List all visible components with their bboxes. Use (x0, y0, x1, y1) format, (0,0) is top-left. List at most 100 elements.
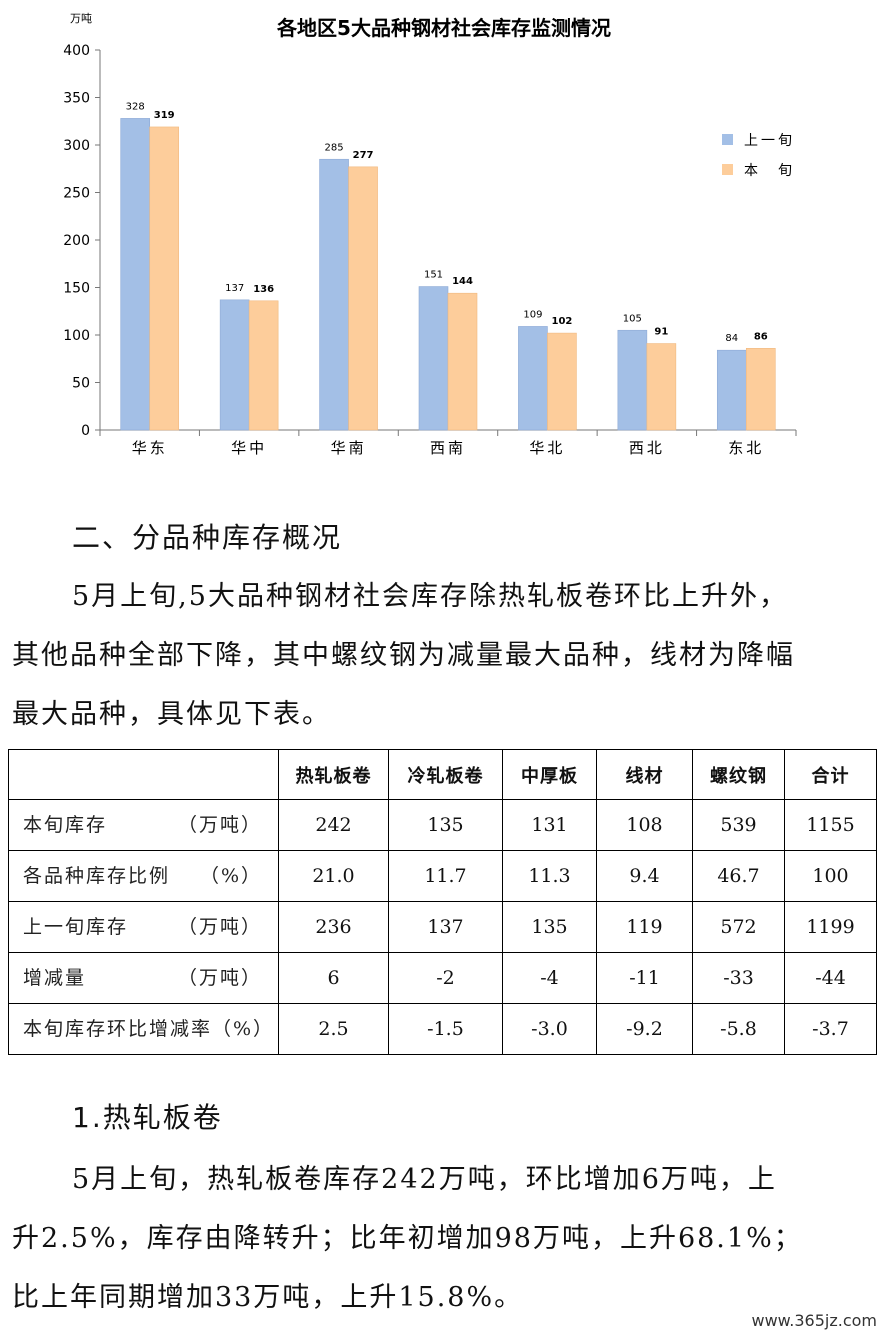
table-cell: -9.2 (596, 1003, 693, 1055)
bar (319, 158, 349, 431)
table-corner-cell (8, 749, 279, 800)
y-tick-label: 200 (63, 233, 90, 249)
data-label: 144 (452, 276, 473, 287)
section-varieties-paragraph: 5月上旬,5大品种钢材社会库存除热轧板卷环比上升外， 其他品种全部下降，其中螺纹… (12, 567, 878, 744)
paragraph-line: 升2.5%，库存由降转升；比年初增加98万吨，上升68.1%； (12, 1223, 803, 1254)
table-cell: -3.7 (784, 1003, 877, 1055)
section-hot-rolled-paragraph: 5月上旬，热轧板卷库存242万吨，环比增加6万吨，上 升2.5%，库存由降转升；… (12, 1150, 878, 1327)
data-label: 102 (551, 316, 572, 327)
table-cell: -1.5 (388, 1003, 503, 1055)
row-label: 本旬库存环比增减率（%） (8, 1003, 279, 1055)
table-cell: 2.5 (278, 1003, 389, 1055)
data-label: 109 (523, 309, 542, 320)
data-label: 137 (225, 283, 244, 294)
section-heading-hot-rolled: 1.热轧板卷 (72, 1101, 223, 1134)
column-header: 合计 (784, 749, 877, 800)
data-label: 86 (754, 331, 768, 342)
row-label: 各品种库存比例 （%） (8, 850, 279, 902)
column-header: 中厚板 (502, 749, 597, 800)
legend-label: 本 旬 (744, 163, 795, 179)
paragraph-line: 比上年同期增加33万吨，上升15.8%。 (12, 1282, 524, 1313)
section-heading-varieties: 二、分品种库存概况 (72, 521, 343, 554)
table-cell: -11 (596, 952, 693, 1004)
table-row: 本旬库存 （万吨） 242 135 131 108 539 1155 (8, 799, 877, 851)
table-cell: 539 (692, 799, 785, 851)
x-tick-label: 西北 (629, 439, 665, 457)
x-tick-label: 华南 (331, 439, 367, 457)
table-cell: -4 (502, 952, 597, 1004)
column-header: 冷轧板卷 (388, 749, 503, 800)
x-tick-label: 华北 (529, 439, 565, 457)
y-tick-label: 350 (63, 91, 90, 107)
table-cell: 21.0 (278, 850, 389, 902)
data-label: 105 (623, 313, 642, 324)
table-cell: 11.7 (388, 850, 503, 902)
y-axis-unit-label: 万吨 (70, 12, 92, 25)
row-unit: （万吨） (177, 814, 262, 836)
y-tick-label: 0 (81, 423, 90, 439)
table-cell: 1155 (784, 799, 877, 851)
table-cell: 1199 (784, 901, 877, 953)
table-row: 各品种库存比例 （%） 21.0 11.7 11.3 9.4 46.7 100 (8, 850, 877, 902)
y-tick-label: 150 (63, 281, 90, 297)
bar (348, 166, 378, 431)
table-cell: 100 (784, 850, 877, 902)
data-label: 136 (253, 284, 274, 295)
y-tick-label: 300 (63, 138, 90, 154)
row-label: 增减量 （万吨） (8, 952, 279, 1004)
table-cell: -5.8 (692, 1003, 785, 1055)
y-tick-label: 50 (72, 376, 90, 392)
legend-swatch (722, 164, 733, 175)
bar (745, 347, 776, 431)
x-tick-label: 西南 (430, 439, 466, 457)
y-tick-label: 250 (63, 186, 90, 202)
table-cell: 9.4 (596, 850, 693, 902)
data-label: 319 (154, 110, 175, 121)
bar (547, 332, 577, 431)
data-label: 285 (325, 142, 344, 153)
table-cell: 242 (278, 799, 389, 851)
bar (646, 343, 677, 431)
table-cell: -3.0 (502, 1003, 597, 1055)
table-cell: 11.3 (502, 850, 597, 902)
paragraph-line: 5月上旬,5大品种钢材社会库存除热轧板卷环比上升外， (72, 581, 788, 612)
bar (120, 118, 151, 431)
column-header: 螺纹钢 (692, 749, 785, 800)
watermark: www.365jz.com (751, 1311, 877, 1330)
bar (149, 126, 180, 431)
table-cell: 135 (502, 901, 597, 953)
table-cell: -44 (784, 952, 877, 1004)
bar (447, 292, 478, 431)
x-tick-label: 华东 (132, 439, 168, 457)
table-row: 本旬库存环比增减率（%） 2.5 -1.5 -3.0 -9.2 -5.8 -3.… (8, 1003, 877, 1055)
bar (248, 300, 279, 431)
table-cell: -33 (692, 952, 785, 1004)
y-tick-label: 100 (63, 328, 90, 344)
row-unit: （万吨） (177, 916, 262, 938)
data-label: 151 (424, 270, 443, 281)
row-label: 本旬库存 （万吨） (8, 799, 279, 851)
variety-stock-table: 热轧板卷 冷轧板卷 中厚板 线材 螺纹钢 合计 本旬库存 （万吨） 242 135… (8, 749, 877, 1055)
chart-title: 各地区5大品种钢材社会库存监测情况 (276, 16, 611, 40)
data-label: 91 (654, 327, 668, 338)
legend-swatch (722, 134, 733, 145)
row-label: 上一旬库存 （万吨） (8, 901, 279, 953)
table-cell: -2 (388, 952, 503, 1004)
table-cell: 572 (692, 901, 785, 953)
table-row: 上一旬库存 （万吨） 236 137 135 119 572 1199 (8, 901, 877, 953)
legend-label: 上一旬 (744, 133, 795, 149)
row-unit: （%） (199, 865, 262, 887)
paragraph-line: 5月上旬，热轧板卷库存242万吨，环比增加6万吨，上 (72, 1164, 777, 1195)
bar (418, 286, 449, 431)
table-cell: 46.7 (692, 850, 785, 902)
x-tick-label: 华中 (231, 439, 267, 457)
regional-stock-bar-chart: 各地区5大品种钢材社会库存监测情况 万吨 0 50 100 150 200 250 300 3… (63, 12, 797, 457)
y-tick-label: 400 (63, 43, 90, 59)
bar (716, 349, 747, 431)
data-label: 84 (725, 333, 738, 344)
table-cell: 236 (278, 901, 389, 953)
table-cell: 131 (502, 799, 597, 851)
table-cell: 137 (388, 901, 503, 953)
column-header: 热轧板卷 (278, 749, 389, 800)
table-cell: 135 (388, 799, 503, 851)
